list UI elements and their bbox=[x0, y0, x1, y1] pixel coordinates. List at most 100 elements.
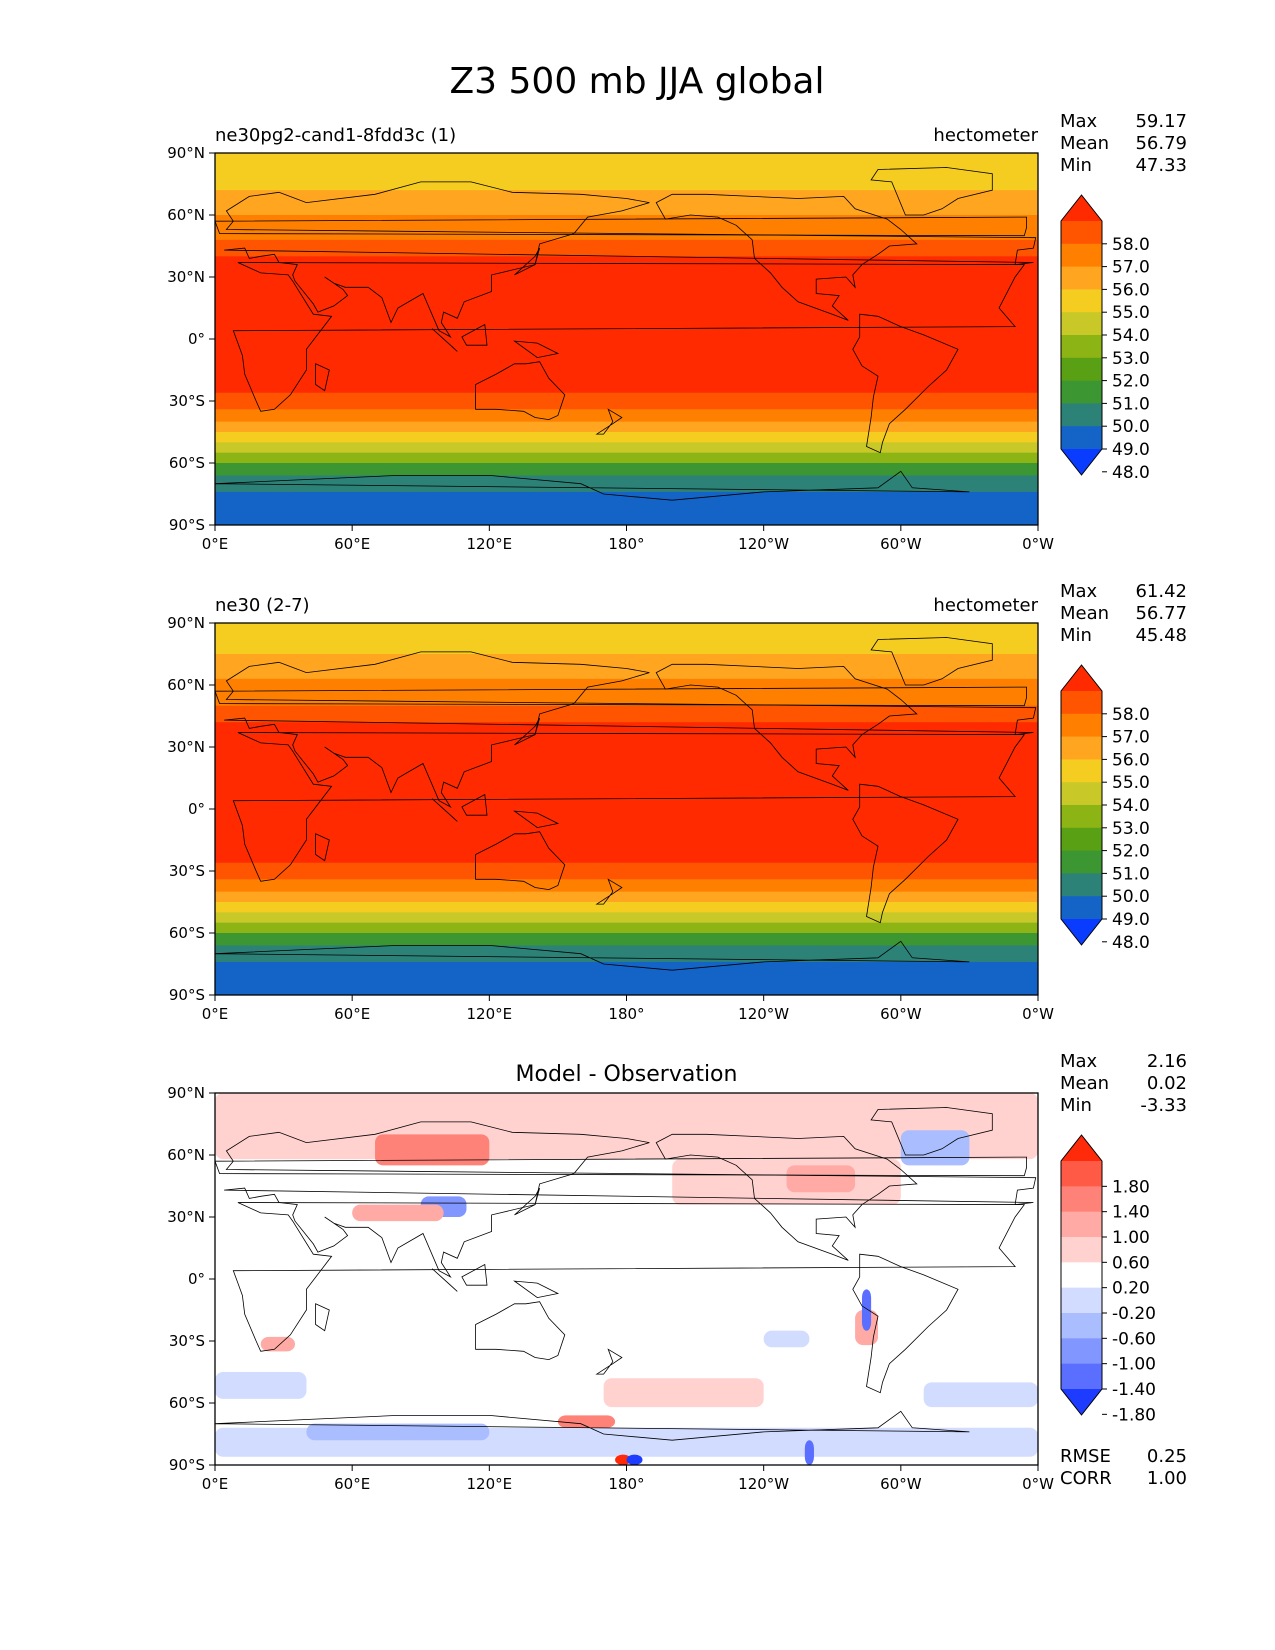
map-panel-2: 0°E 60°E 120°E 180° 120°W 60°W 0°W 90°N 60°N 30°N… bbox=[167, 581, 1187, 1023]
colorbar-segment bbox=[1061, 896, 1102, 920]
x-tick-label: 0°W bbox=[1022, 1475, 1054, 1493]
colorbar-tick-label: -1.00 bbox=[1112, 1355, 1156, 1375]
plot-area bbox=[215, 623, 1038, 995]
stat-value: -3.33 bbox=[1140, 1095, 1187, 1116]
colorbar-extend-max bbox=[1061, 1135, 1102, 1161]
anomaly-patch bbox=[352, 1204, 444, 1222]
coastline bbox=[870, 637, 993, 686]
coastline bbox=[224, 181, 1037, 338]
stat-label: Min bbox=[1060, 155, 1092, 176]
x-tick-label: 0°E bbox=[202, 535, 229, 553]
coastline bbox=[215, 940, 970, 995]
anomaly-patch bbox=[763, 1330, 810, 1348]
plot-area bbox=[215, 153, 1038, 525]
coastline bbox=[655, 663, 918, 791]
stat-value: 59.17 bbox=[1135, 111, 1187, 132]
y-tick-label: 30°S bbox=[169, 392, 205, 410]
contour-band bbox=[215, 491, 1038, 525]
y-tick-label: 0° bbox=[188, 330, 205, 348]
coastline bbox=[224, 1121, 1037, 1278]
coastline bbox=[655, 1133, 918, 1261]
coastline bbox=[315, 363, 330, 392]
anomaly-patch bbox=[306, 1423, 490, 1441]
colorbar-segment bbox=[1061, 805, 1102, 829]
coastline bbox=[475, 1301, 566, 1361]
coastline bbox=[232, 1202, 1026, 1352]
colorbar-tick-label: -1.80 bbox=[1112, 1405, 1156, 1425]
coastline bbox=[431, 1268, 458, 1292]
colorbar-tick-label: 49.0 bbox=[1112, 910, 1150, 930]
stat-value: 2.16 bbox=[1147, 1051, 1187, 1072]
stat-label: Max bbox=[1060, 581, 1098, 602]
y-tick-label: 0° bbox=[188, 1270, 205, 1288]
coastline bbox=[215, 470, 970, 525]
stat-value: 47.33 bbox=[1135, 155, 1187, 176]
colorbar-segment bbox=[1061, 1186, 1102, 1213]
x-tick-label: 180° bbox=[608, 1475, 644, 1493]
stat-label: Mean bbox=[1060, 133, 1109, 154]
contour-band bbox=[215, 256, 1038, 394]
colorbar-segment bbox=[1061, 713, 1102, 738]
x-tick-label: 0°W bbox=[1022, 1005, 1054, 1023]
contour-band bbox=[215, 722, 1038, 864]
x-tick-label: 60°E bbox=[334, 1475, 370, 1493]
coastline bbox=[215, 686, 1027, 707]
colorbar-segment bbox=[1061, 1262, 1102, 1289]
x-tick-label: 60°W bbox=[880, 1005, 922, 1023]
contour-band bbox=[215, 678, 1038, 707]
coastline bbox=[595, 408, 623, 435]
colorbar-segment bbox=[1061, 243, 1102, 268]
panel-left-title: ne30pg2-cand1-8fdd3c (1) bbox=[215, 125, 456, 146]
coastline bbox=[852, 313, 959, 454]
colorbar-tick-label: 58.0 bbox=[1112, 705, 1150, 725]
colorbar-tick-label: 53.0 bbox=[1112, 819, 1150, 839]
coastline bbox=[514, 717, 540, 746]
coastline bbox=[232, 262, 1026, 412]
coastline bbox=[513, 810, 560, 829]
colorbar-tick-label: 49.0 bbox=[1112, 440, 1150, 460]
colorbar-extend-min bbox=[1061, 919, 1102, 945]
colorbar-segment bbox=[1061, 1287, 1102, 1314]
coastline bbox=[513, 1280, 560, 1299]
coastline bbox=[475, 361, 566, 421]
stat-value: 0.02 bbox=[1147, 1073, 1187, 1094]
x-tick-label: 60°W bbox=[880, 1475, 922, 1493]
y-tick-label: 60°S bbox=[169, 1394, 205, 1412]
colorbar-tick-label: 54.0 bbox=[1112, 326, 1150, 346]
coastline bbox=[215, 216, 1027, 237]
colorbar-extend-min bbox=[1061, 449, 1102, 475]
colorbar-tick-label: 54.0 bbox=[1112, 796, 1150, 816]
coastline bbox=[431, 328, 458, 352]
contour-band bbox=[215, 902, 1038, 913]
anomaly-patch bbox=[215, 1372, 307, 1399]
y-tick-label: 90°N bbox=[167, 614, 205, 632]
colorbar-tick-label: -1.40 bbox=[1112, 1380, 1156, 1400]
colorbar-tick-label: 52.0 bbox=[1112, 842, 1150, 862]
colorbar-segment bbox=[1061, 782, 1102, 806]
stat-label: Max bbox=[1060, 1051, 1098, 1072]
coastline bbox=[315, 1303, 330, 1332]
stat-label: Mean bbox=[1060, 603, 1109, 624]
colorbar-segment bbox=[1061, 266, 1102, 290]
colorbar-tick-label: 53.0 bbox=[1112, 349, 1150, 369]
contour-band bbox=[215, 421, 1038, 433]
anomaly-patch bbox=[626, 1454, 643, 1465]
stat-value: 0.25 bbox=[1147, 1446, 1187, 1467]
y-tick-label: 90°S bbox=[169, 986, 205, 1004]
panel-center-title: Model - Observation bbox=[516, 1062, 738, 1087]
contour-band bbox=[215, 891, 1038, 903]
contour-band bbox=[215, 933, 1038, 946]
colorbar-extend-min bbox=[1061, 1389, 1102, 1415]
colorbar-tick-label: 1.80 bbox=[1112, 1177, 1150, 1197]
coastline bbox=[655, 193, 918, 321]
stat-value: 56.77 bbox=[1135, 603, 1187, 624]
anomaly-patch bbox=[260, 1105, 627, 1131]
colorbar-tick-label: 48.0 bbox=[1112, 933, 1150, 953]
x-tick-label: 60°E bbox=[334, 535, 370, 553]
coastline bbox=[461, 793, 488, 816]
coastline bbox=[215, 1410, 970, 1465]
stat-value: 56.79 bbox=[1135, 133, 1187, 154]
contour-band bbox=[215, 922, 1038, 934]
x-tick-label: 120°E bbox=[467, 1475, 513, 1493]
